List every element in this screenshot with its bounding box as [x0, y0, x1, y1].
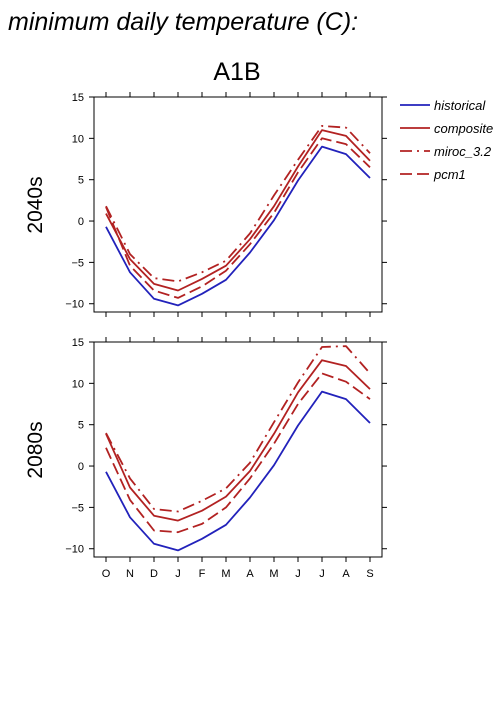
y-tick-label: 0 — [78, 216, 84, 228]
plot-frame — [93, 341, 383, 558]
x-tick-label: S — [366, 568, 373, 580]
chart-panels: 15 10 5 0 −5 −10 2040s 15 10 5 0 −5 −10 O N D J F M A M J J A S 2… — [24, 92, 387, 580]
x-tick-label: A — [342, 568, 350, 580]
x-tick-label: J — [319, 568, 325, 580]
legend-entry: miroc_3.2 — [434, 144, 492, 159]
y-tick-label: −10 — [65, 544, 84, 556]
series-line-miroc_3.2 — [105, 345, 371, 513]
x-tick-label: D — [150, 568, 158, 580]
y-tick-label: 5 — [78, 420, 84, 432]
scenario-subtitle: A1B — [213, 58, 260, 86]
panel-2040s: 15 10 5 0 −5 −10 2040s — [24, 92, 387, 317]
legend-entry: composite — [434, 121, 493, 136]
series-line-composite — [105, 129, 371, 292]
legend-entry: historical — [434, 98, 486, 113]
series-line-pcm1 — [105, 372, 371, 534]
x-tick-label: F — [199, 568, 206, 580]
y-tick-label: −10 — [65, 299, 84, 311]
y-tick-label: 5 — [78, 175, 84, 187]
series-line-composite — [105, 359, 371, 522]
y-tick-label: 15 — [72, 337, 84, 349]
y-tick-label: 15 — [72, 92, 84, 104]
series-line-pcm1 — [105, 137, 371, 299]
y-tick-label: −5 — [71, 502, 84, 514]
panel-2080s: 15 10 5 0 −5 −10 O N D J F M A M J J A S 2080s — [24, 337, 387, 580]
legend-entry: pcm1 — [433, 167, 466, 182]
x-tick-label: N — [126, 568, 134, 580]
y-tick-label: 10 — [72, 133, 84, 145]
series-line-historical — [105, 390, 371, 552]
series-line-miroc_3.2 — [105, 125, 371, 283]
y-tick-label: 10 — [72, 378, 84, 390]
plot-frame — [93, 96, 383, 313]
figure-title: minimum daily temperature (C): — [8, 8, 358, 36]
row-label: 2040s — [24, 176, 47, 233]
legend: historical composite miroc_3.2 pcm1 — [400, 98, 493, 182]
y-tick-label: 0 — [78, 461, 84, 473]
x-tick-label: O — [102, 568, 111, 580]
x-tick-label: M — [221, 568, 230, 580]
x-tick-label: J — [175, 568, 181, 580]
x-tick-label: A — [246, 568, 254, 580]
x-tick-label: J — [295, 568, 301, 580]
x-tick-label: M — [269, 568, 278, 580]
y-tick-label: −5 — [71, 257, 84, 269]
series-line-historical — [105, 145, 371, 307]
row-label: 2080s — [24, 421, 47, 478]
